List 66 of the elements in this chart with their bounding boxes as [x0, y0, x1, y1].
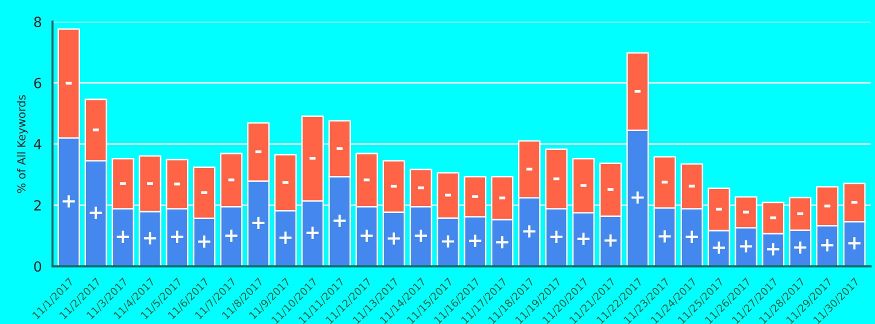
data-label: -: [634, 90, 641, 93]
data-label: -: [364, 178, 370, 182]
data-label: -: [797, 212, 804, 216]
data-label: +: [848, 237, 860, 250]
data-label: -: [580, 184, 586, 187]
data-label: -: [662, 180, 668, 184]
data-label: -: [608, 188, 614, 191]
data-label: -: [553, 177, 560, 180]
data-label: -: [390, 184, 397, 188]
data-label: -: [255, 150, 262, 154]
data-label: -: [228, 178, 234, 182]
data-label: +: [225, 230, 238, 242]
data-label: +: [496, 236, 508, 248]
data-label: +: [632, 191, 644, 204]
data-label: -: [716, 208, 722, 211]
data-label: -: [824, 204, 830, 208]
data-label: -: [174, 182, 180, 186]
y-tick-label: 0: [34, 261, 42, 272]
data-label: -: [336, 147, 343, 150]
data-label: +: [306, 226, 319, 239]
y-axis-title: % of All Keywords: [16, 95, 28, 193]
data-label: -: [472, 195, 478, 198]
data-label: +: [279, 232, 292, 244]
data-label: +: [144, 232, 156, 244]
data-label: +: [90, 206, 102, 219]
data-label: +: [116, 230, 130, 243]
data-label: +: [550, 230, 562, 243]
data-label: -: [743, 210, 749, 214]
y-tick-label: 6: [34, 78, 42, 88]
data-label: +: [469, 234, 482, 247]
data-label: +: [360, 230, 373, 242]
y-tick-label: 4: [34, 139, 42, 150]
data-label: -: [120, 182, 126, 185]
data-label: -: [282, 181, 288, 184]
data-label: +: [658, 230, 671, 242]
data-label: -: [851, 200, 858, 204]
data-label: -: [445, 194, 451, 197]
data-label: +: [198, 236, 210, 248]
data-label: -: [770, 216, 776, 220]
data-label: -: [688, 184, 695, 188]
data-label: +: [388, 232, 400, 245]
data-label: +: [712, 242, 726, 254]
data-label: -: [526, 168, 532, 171]
data-label: -: [92, 128, 99, 132]
data-label: +: [414, 230, 428, 242]
data-label: -: [147, 182, 154, 185]
data-label: -: [499, 196, 506, 200]
data-label: +: [686, 230, 698, 243]
y-tick-label: 2: [34, 200, 41, 210]
data-label: +: [523, 225, 536, 238]
data-label: +: [577, 232, 590, 245]
data-label: +: [334, 214, 346, 227]
data-label: +: [442, 235, 454, 248]
data-label: +: [604, 234, 617, 247]
data-label: -: [310, 156, 316, 160]
data-label: -: [201, 191, 208, 194]
data-label: -: [418, 186, 424, 190]
data-label: +: [62, 195, 75, 208]
data-label: +: [171, 230, 184, 243]
data-label: +: [767, 243, 780, 256]
y-tick-label: 8: [34, 16, 42, 28]
data-label: +: [794, 241, 806, 254]
data-label: -: [66, 82, 72, 85]
data-label: +: [740, 240, 752, 252]
data-label: +: [821, 239, 834, 252]
data-label: +: [252, 216, 264, 230]
